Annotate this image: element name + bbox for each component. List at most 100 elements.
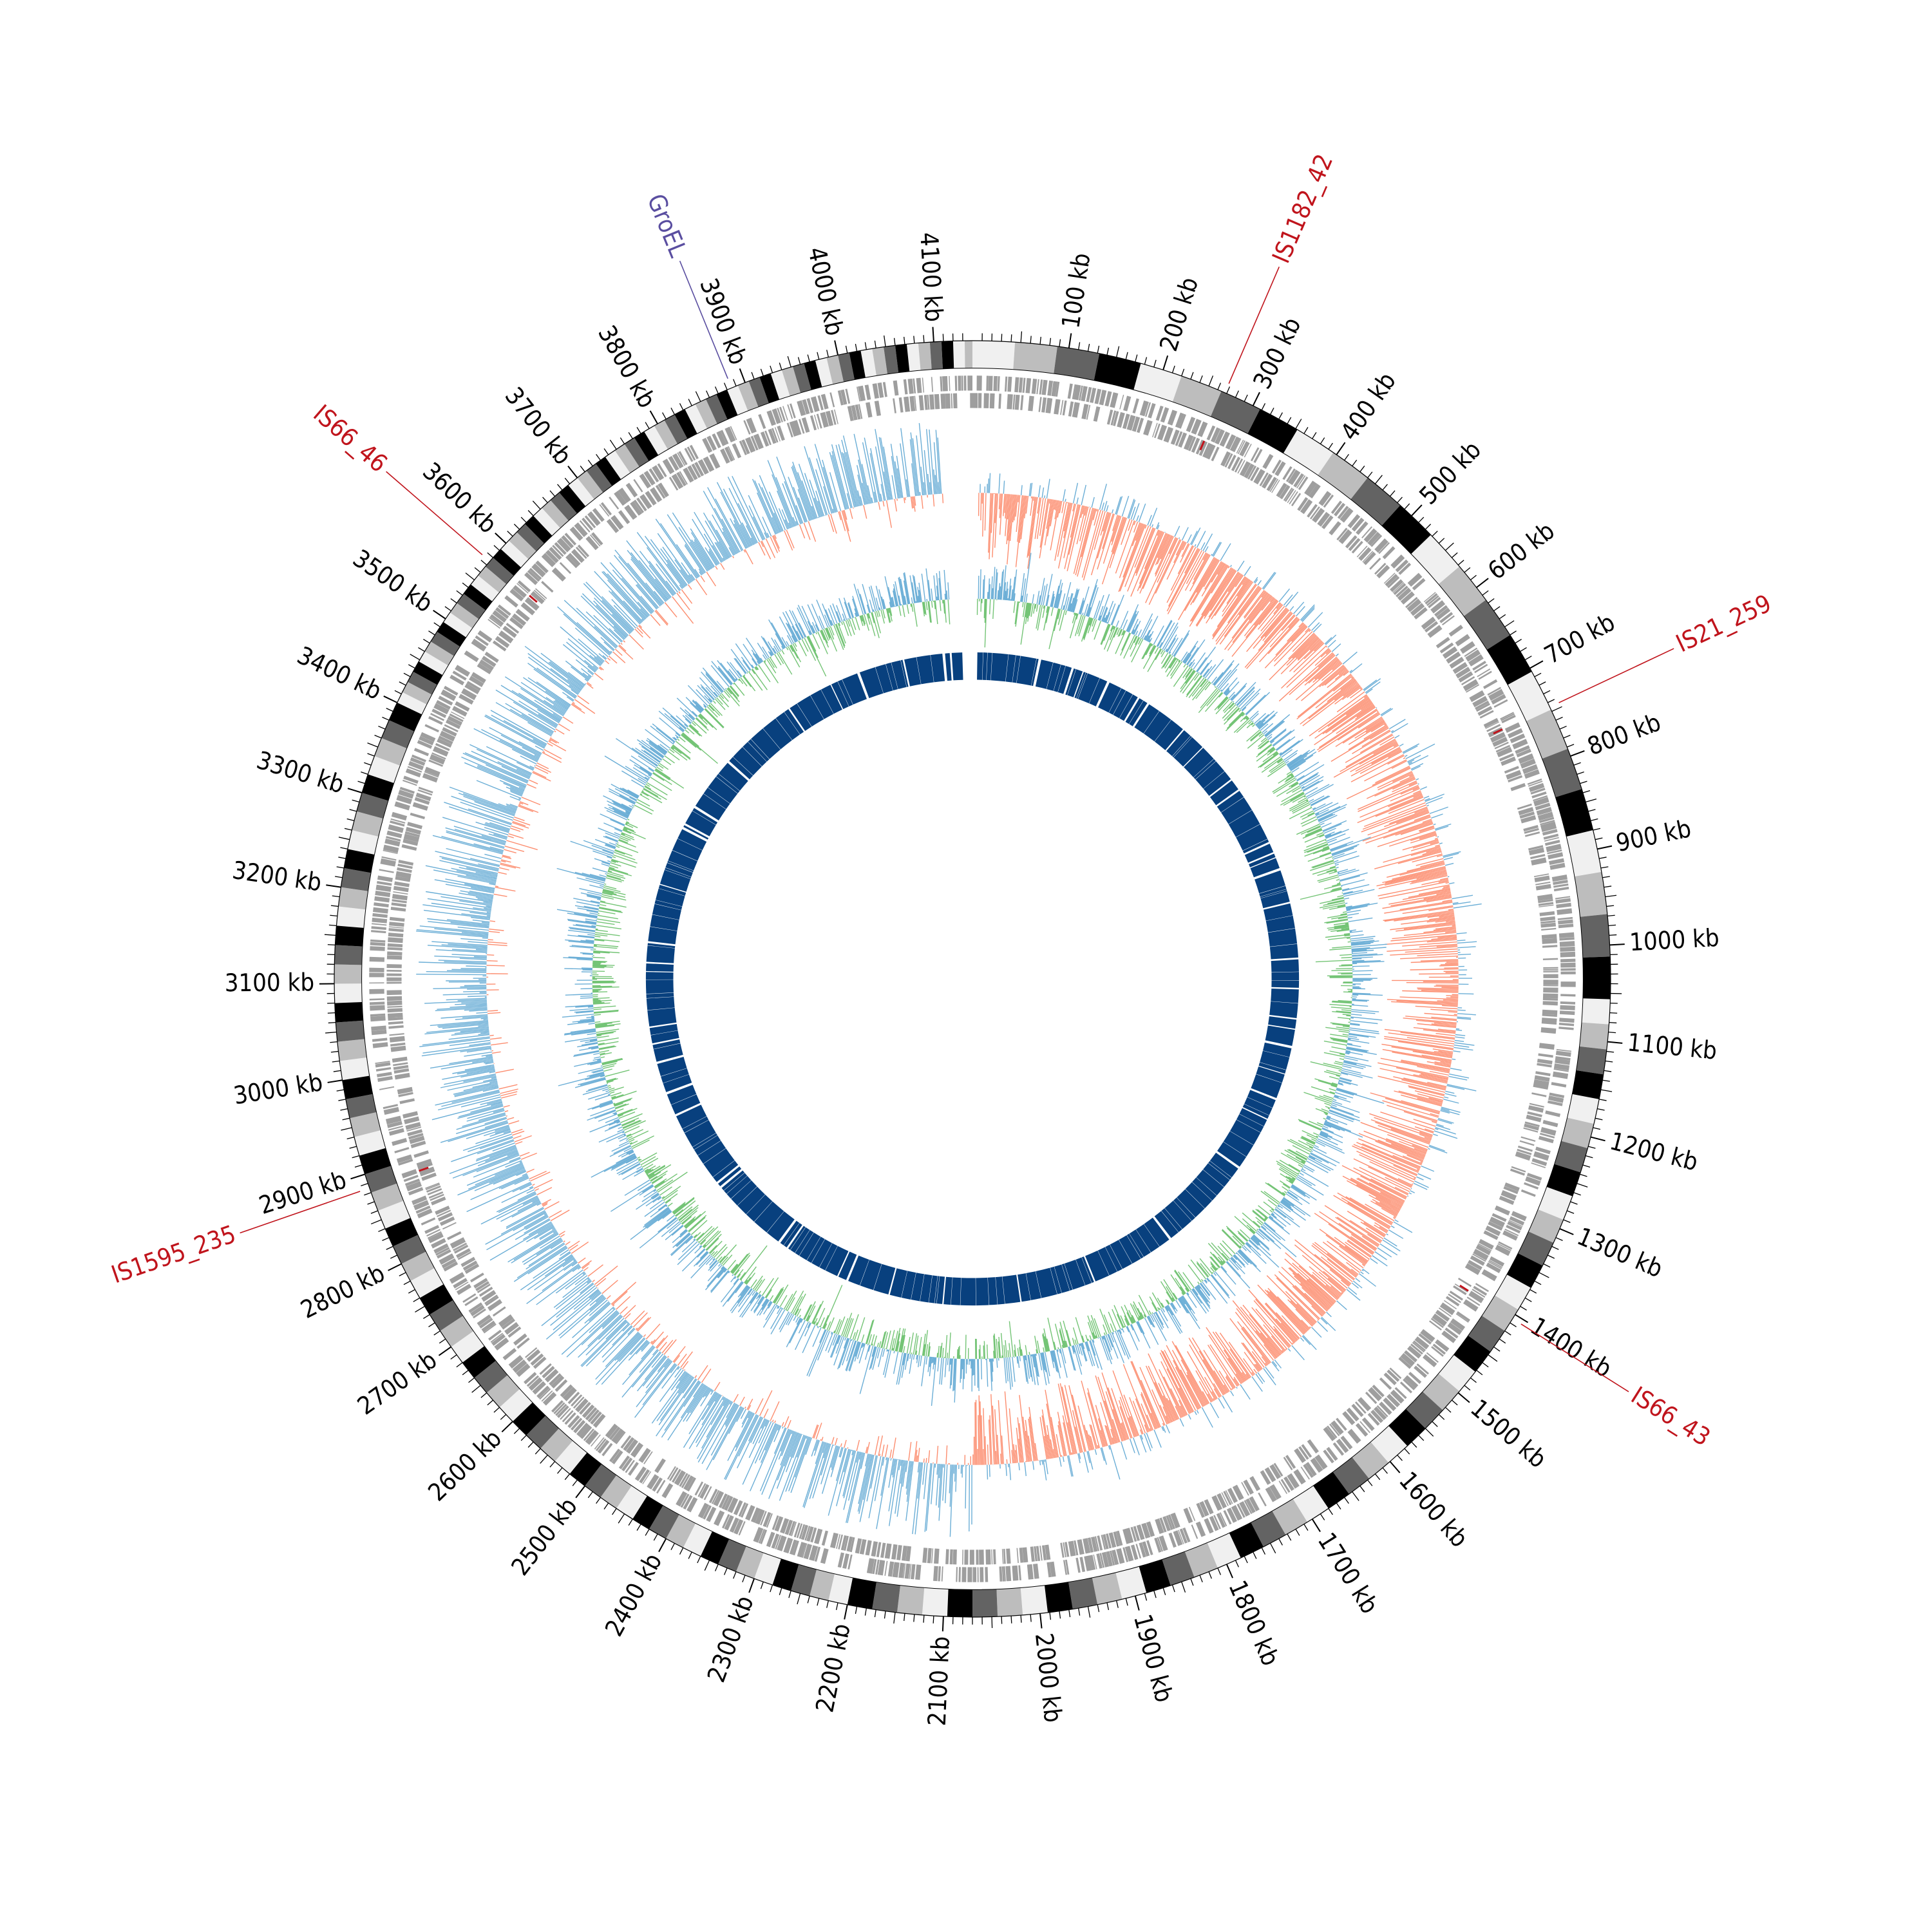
tick-label: 1200 kb	[1607, 1127, 1701, 1177]
tick-label: 1100 kb	[1626, 1028, 1718, 1065]
major-tick	[834, 340, 839, 355]
major-tick	[1457, 1392, 1470, 1403]
major-tick	[1162, 355, 1169, 370]
feature-label: IS66_43	[1626, 1381, 1715, 1452]
major-tick	[567, 466, 578, 478]
tick-label: 2500 kb	[506, 1492, 583, 1580]
feature-leader-line	[240, 1191, 361, 1234]
major-tick	[347, 788, 363, 793]
major-tick	[327, 1079, 343, 1083]
major-tick	[1597, 845, 1613, 850]
tick-label: 1900 kb	[1128, 1611, 1179, 1705]
tick-label: 2200 kb	[810, 1621, 855, 1714]
feature-label: IS1595_235	[108, 1220, 239, 1289]
major-tick	[1311, 1519, 1321, 1532]
feature-leader-line	[679, 260, 728, 379]
feature-label: IS1182_42	[1267, 150, 1338, 267]
tick-label: 3700 kb	[500, 382, 578, 470]
tick-label: 600 kb	[1482, 516, 1560, 585]
tick-label: 3500 kb	[348, 544, 438, 618]
karyotype-band-ring	[334, 340, 1611, 1618]
feature-leader-line	[386, 471, 483, 556]
major-tick	[1252, 392, 1260, 406]
tick-label: 2300 kb	[702, 1592, 759, 1686]
tick-label: 1800 kb	[1223, 1577, 1285, 1670]
is-element-mark	[529, 594, 538, 603]
major-tick	[1607, 1041, 1623, 1044]
feature-leader-line	[1520, 1323, 1629, 1392]
band-inner-border	[361, 368, 1584, 1590]
major-tick	[433, 609, 446, 620]
gc-content-above	[556, 553, 1387, 1406]
tick-label: 500 kb	[1414, 435, 1486, 510]
major-tick	[501, 1421, 513, 1433]
major-tick	[350, 1173, 365, 1180]
major-tick	[1590, 1136, 1605, 1142]
gene-tracks	[369, 375, 1576, 1582]
major-tick	[388, 1263, 402, 1271]
tick-label: 2800 kb	[296, 1258, 389, 1324]
tick-label: 100 kb	[1056, 251, 1095, 330]
major-tick	[844, 1604, 848, 1620]
gc-content-below	[592, 598, 1353, 1359]
major-tick	[1134, 1595, 1140, 1611]
tick-label: 3200 kb	[231, 856, 323, 897]
gene-track-minus	[386, 393, 1558, 1565]
tick-label: 3400 kb	[293, 641, 386, 705]
gc-skew-positive	[486, 493, 1459, 1465]
major-tick	[1068, 333, 1072, 348]
tick-label: 1600 kb	[1394, 1466, 1473, 1553]
major-tick	[1515, 1314, 1529, 1323]
tick-label: 1500 kb	[1465, 1394, 1552, 1473]
major-tick	[658, 1538, 667, 1553]
feature-label: IS21_259	[1672, 589, 1776, 658]
tick-label: 3600 kb	[417, 457, 502, 538]
major-tick	[1570, 750, 1585, 757]
tick-label: 4000 kb	[802, 245, 849, 339]
tick-label: 4100 kb	[914, 231, 948, 323]
feature-leader-line	[1228, 267, 1280, 384]
major-tick	[383, 696, 398, 703]
scale-axis	[319, 327, 1625, 1632]
tick-label: 300 kb	[1247, 313, 1306, 393]
major-tick	[1559, 1227, 1574, 1235]
blast-hit-ring	[645, 652, 1300, 1306]
major-tick	[575, 1485, 586, 1499]
tick-label: 1000 kb	[1629, 923, 1719, 956]
tick-label: 3300 kb	[254, 746, 348, 799]
major-tick	[326, 884, 341, 888]
tick-label: 2000 kb	[1030, 1632, 1068, 1724]
is-element-mark	[1199, 440, 1206, 451]
tick-label: 3800 kb	[592, 321, 661, 413]
minor-ticks	[324, 331, 1622, 1628]
major-tick	[1476, 578, 1489, 589]
major-tick	[495, 533, 507, 544]
major-tick	[649, 410, 658, 424]
tick-label: 2100 kb	[923, 1636, 955, 1727]
major-tick	[748, 1578, 755, 1593]
tick-label: 1700 kb	[1312, 1528, 1384, 1618]
feature-label: GroEL	[641, 190, 692, 261]
tick-label: 1300 kb	[1573, 1222, 1667, 1283]
tick-label: 1400 kb	[1526, 1312, 1617, 1383]
tick-label: 2400 kb	[600, 1549, 668, 1641]
blast-hits	[645, 652, 1300, 1306]
is-element-mark	[1459, 1284, 1469, 1292]
tick-label: 200 kb	[1154, 274, 1204, 354]
tick-label: 3900 kb	[694, 274, 753, 368]
tick-label: 3000 kb	[232, 1068, 325, 1110]
major-tick	[1226, 1564, 1233, 1578]
is-element-mark	[1493, 728, 1503, 735]
feature-leader-line	[1558, 648, 1674, 703]
major-tick	[1530, 660, 1544, 669]
major-tick	[438, 1346, 451, 1356]
major-tick	[1411, 504, 1423, 516]
gc-content-track	[556, 553, 1387, 1406]
major-tick	[1336, 442, 1346, 455]
tick-label: 2700 kb	[352, 1345, 442, 1420]
tick-label: 2600 kb	[422, 1424, 507, 1506]
feature-label: IS66_46	[308, 399, 393, 478]
major-tick	[1609, 943, 1625, 946]
major-tick	[1039, 1613, 1043, 1629]
